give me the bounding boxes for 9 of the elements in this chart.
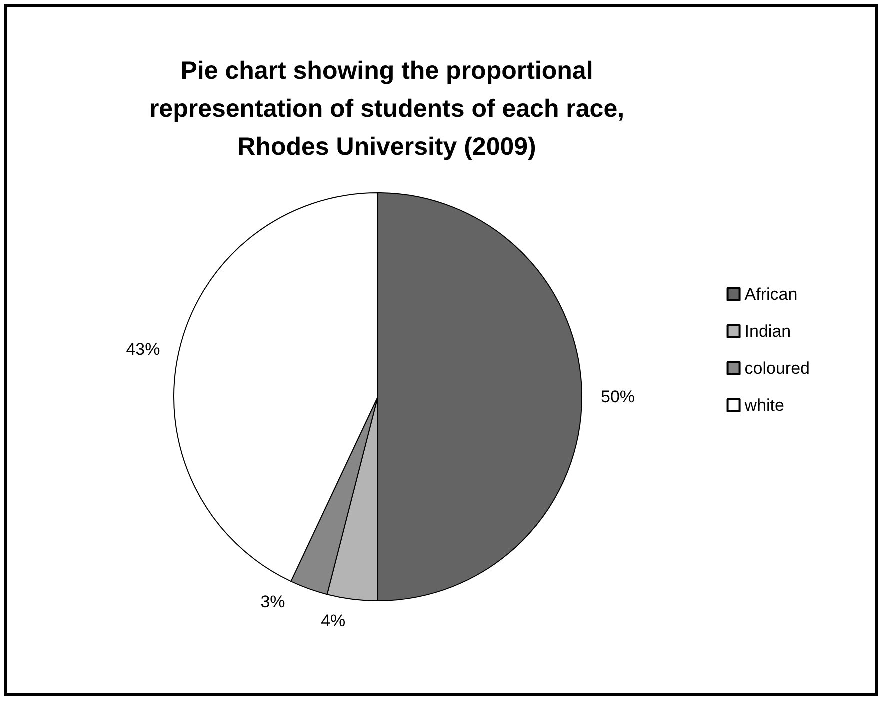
- data-label: 3%: [260, 592, 286, 612]
- legend-label: African: [744, 285, 798, 304]
- legend-label: coloured: [744, 359, 810, 378]
- chart-title: Pie chart showing the proportional representation of students of each race, Rhodes University (2009): [149, 57, 625, 161]
- data-label: 43%: [126, 340, 160, 359]
- legend-label: white: [744, 396, 784, 415]
- data-label: 50%: [601, 388, 636, 406]
- data-label: 4%: [321, 612, 346, 631]
- legend-label: Indian: [744, 322, 792, 341]
